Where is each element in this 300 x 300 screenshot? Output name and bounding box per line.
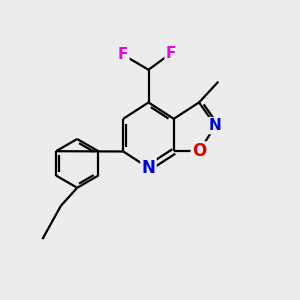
Text: F: F xyxy=(118,47,128,62)
Text: N: N xyxy=(142,159,155,177)
Text: F: F xyxy=(166,46,176,61)
Text: N: N xyxy=(209,118,222,133)
Text: O: O xyxy=(192,142,206,160)
